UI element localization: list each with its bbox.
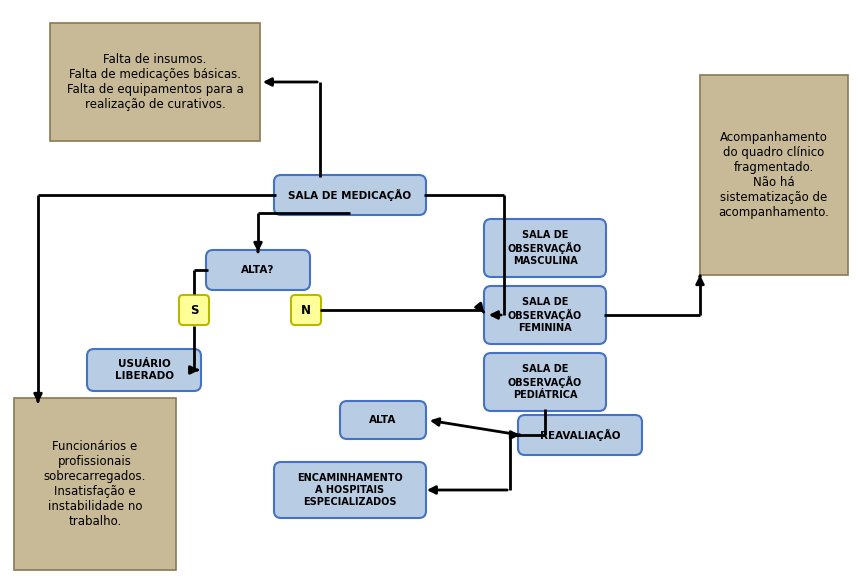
Text: S: S bbox=[190, 303, 198, 317]
FancyBboxPatch shape bbox=[14, 398, 176, 570]
Text: REAVALIAÇÃO: REAVALIAÇÃO bbox=[540, 429, 620, 441]
Text: N: N bbox=[301, 303, 311, 317]
Text: Falta de insumos.
Falta de medicações básicas.
Falta de equipamentos para a
real: Falta de insumos. Falta de medicações bá… bbox=[67, 53, 244, 111]
FancyBboxPatch shape bbox=[484, 353, 606, 411]
Text: ALTA: ALTA bbox=[369, 415, 396, 425]
FancyBboxPatch shape bbox=[206, 250, 310, 290]
FancyBboxPatch shape bbox=[700, 75, 848, 275]
FancyBboxPatch shape bbox=[518, 415, 642, 455]
Text: SALA DE
OBSERVAÇÃO
PEDIÁTRICA: SALA DE OBSERVAÇÃO PEDIÁTRICA bbox=[508, 364, 582, 400]
Text: USUÁRIO
LIBERADO: USUÁRIO LIBERADO bbox=[114, 359, 173, 381]
Text: SALA DE MEDICAÇÃO: SALA DE MEDICAÇÃO bbox=[288, 189, 412, 201]
FancyBboxPatch shape bbox=[484, 286, 606, 344]
FancyBboxPatch shape bbox=[50, 23, 260, 141]
Text: Acompanhamento
do quadro clínico
fragmentado.
Não há
sistematização de
acompanha: Acompanhamento do quadro clínico fragmen… bbox=[718, 131, 830, 219]
Text: ENCAMINHAMENTO
A HOSPITAIS
ESPECIALIZADOS: ENCAMINHAMENTO A HOSPITAIS ESPECIALIZADO… bbox=[297, 473, 403, 506]
FancyBboxPatch shape bbox=[274, 175, 426, 215]
Text: SALA DE
OBSERVAÇÃO
MASCULINA: SALA DE OBSERVAÇÃO MASCULINA bbox=[508, 230, 582, 266]
FancyBboxPatch shape bbox=[87, 349, 201, 391]
FancyBboxPatch shape bbox=[274, 462, 426, 518]
FancyBboxPatch shape bbox=[484, 219, 606, 277]
Text: ALTA?: ALTA? bbox=[241, 265, 275, 275]
FancyBboxPatch shape bbox=[291, 295, 321, 325]
Text: Funcionários e
profissionais
sobrecarregados.
Insatisfação e
instabilidade no
tr: Funcionários e profissionais sobrecarreg… bbox=[44, 440, 146, 528]
FancyBboxPatch shape bbox=[179, 295, 209, 325]
FancyBboxPatch shape bbox=[340, 401, 426, 439]
Text: SALA DE
OBSERVAÇÃO
FEMININA: SALA DE OBSERVAÇÃO FEMININA bbox=[508, 297, 582, 333]
